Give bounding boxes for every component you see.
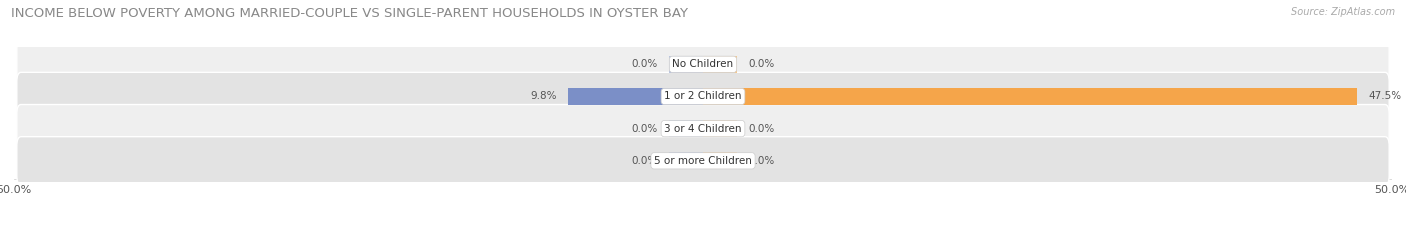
Text: 3 or 4 Children: 3 or 4 Children [664, 124, 742, 134]
Bar [669, 152, 703, 169]
Bar [703, 56, 738, 73]
Text: Source: ZipAtlas.com: Source: ZipAtlas.com [1291, 7, 1395, 17]
Bar [703, 120, 738, 137]
Bar [568, 88, 703, 105]
Text: INCOME BELOW POVERTY AMONG MARRIED-COUPLE VS SINGLE-PARENT HOUSEHOLDS IN OYSTER : INCOME BELOW POVERTY AMONG MARRIED-COUPL… [11, 7, 689, 20]
Text: 9.8%: 9.8% [530, 92, 557, 102]
Text: 1 or 2 Children: 1 or 2 Children [664, 92, 742, 102]
Bar [669, 56, 703, 73]
Text: 5 or more Children: 5 or more Children [654, 156, 752, 166]
Text: 0.0%: 0.0% [748, 124, 775, 134]
Bar [703, 88, 1358, 105]
Text: 0.0%: 0.0% [631, 124, 658, 134]
Text: 0.0%: 0.0% [631, 156, 658, 166]
FancyBboxPatch shape [17, 72, 1389, 121]
FancyBboxPatch shape [17, 137, 1389, 185]
Text: No Children: No Children [672, 59, 734, 69]
FancyBboxPatch shape [17, 105, 1389, 153]
Text: 47.5%: 47.5% [1368, 92, 1402, 102]
Text: 0.0%: 0.0% [748, 59, 775, 69]
Bar [669, 120, 703, 137]
Bar [703, 152, 738, 169]
Text: 0.0%: 0.0% [748, 156, 775, 166]
FancyBboxPatch shape [17, 40, 1389, 89]
Text: 0.0%: 0.0% [631, 59, 658, 69]
